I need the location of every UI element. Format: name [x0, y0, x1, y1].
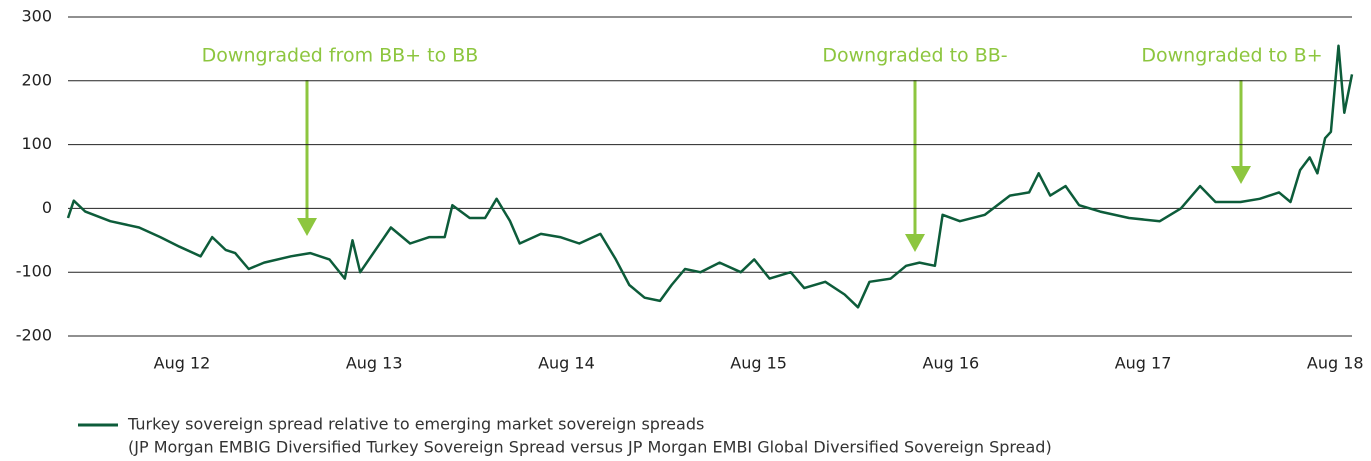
- x-tick-label: Aug 16: [923, 354, 980, 373]
- annotation-arrows: [297, 80, 1251, 252]
- x-tick-label: Aug 12: [154, 354, 211, 373]
- arrowhead: [297, 218, 317, 236]
- annotation: Downgraded to B+: [1141, 45, 1322, 67]
- arrowhead: [905, 234, 925, 252]
- legend-label: Turkey sovereign spread relative to emer…: [127, 415, 704, 434]
- y-tick-label: -100: [16, 262, 52, 281]
- annotation: Downgraded from BB+ to BB: [202, 45, 479, 67]
- y-tick-label: 0: [42, 198, 52, 217]
- data-line: [66, 44, 1354, 309]
- x-tick-label: Aug 17: [1115, 354, 1172, 373]
- y-tick-label: 200: [21, 70, 52, 89]
- y-tick-label: -200: [16, 326, 52, 345]
- annotation: Downgraded to BB-: [822, 45, 1007, 67]
- arrowhead: [1231, 166, 1251, 184]
- x-tick-label: Aug 14: [538, 354, 595, 373]
- x-tick-label: Aug 13: [346, 354, 403, 373]
- legend-note: (JP Morgan EMBIG Diversified Turkey Sove…: [128, 438, 1052, 457]
- y-tick-label: 100: [21, 134, 52, 153]
- x-tick-label: Aug 15: [730, 354, 787, 373]
- y-tick-label: 300: [21, 7, 52, 26]
- x-tick-label: Aug 18: [1307, 354, 1364, 373]
